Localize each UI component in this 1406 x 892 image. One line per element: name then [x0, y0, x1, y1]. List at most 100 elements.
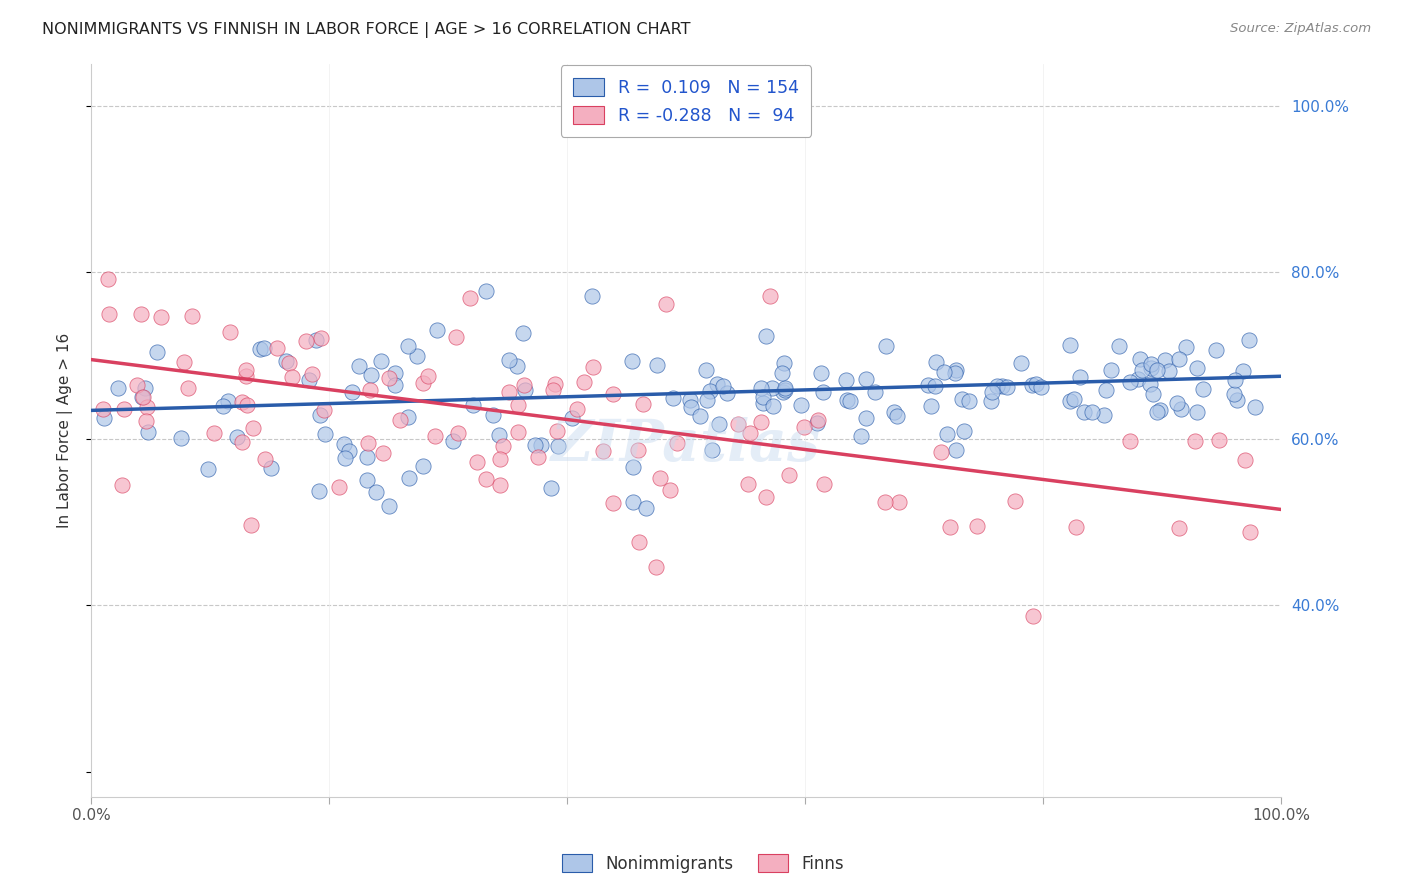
Point: [107, 381, 129, 395]
Point: [412, 459, 434, 474]
Point: [1185, 360, 1208, 375]
Point: [659, 483, 682, 498]
Point: [378, 500, 401, 514]
Point: [91, 402, 114, 417]
Point: [309, 330, 332, 344]
Point: [513, 384, 536, 398]
Point: [1243, 400, 1265, 414]
Point: [314, 427, 336, 442]
Legend: Nonimmigrants, Finns: Nonimmigrants, Finns: [555, 847, 851, 880]
Point: [813, 385, 835, 400]
Point: [527, 450, 550, 464]
Point: [751, 396, 773, 410]
Point: [305, 333, 328, 347]
Point: [1059, 338, 1081, 352]
Point: [235, 368, 257, 383]
Point: [1159, 364, 1181, 378]
Point: [512, 326, 534, 341]
Point: [1192, 382, 1215, 396]
Point: [1073, 405, 1095, 419]
Point: [149, 310, 172, 325]
Text: Source: ZipAtlas.com: Source: ZipAtlas.com: [1230, 22, 1371, 36]
Point: [301, 368, 323, 382]
Point: [211, 399, 233, 413]
Point: [239, 517, 262, 532]
Point: [602, 387, 624, 401]
Point: [627, 535, 650, 549]
Point: [513, 378, 536, 392]
Point: [807, 413, 830, 427]
Point: [755, 329, 778, 343]
Point: [294, 334, 316, 348]
Point: [1140, 357, 1163, 371]
Point: [929, 445, 952, 459]
Point: [197, 462, 219, 476]
Point: [242, 421, 264, 435]
Point: [278, 356, 301, 370]
Point: [762, 399, 785, 413]
Point: [1021, 378, 1043, 392]
Point: [957, 393, 980, 408]
Point: [475, 472, 498, 486]
Point: [627, 442, 650, 457]
Point: [995, 380, 1018, 394]
Point: [711, 379, 734, 393]
Point: [1149, 403, 1171, 417]
Point: [333, 436, 356, 450]
Point: [1184, 434, 1206, 449]
Point: [1239, 524, 1261, 539]
Point: [699, 384, 721, 398]
Point: [136, 401, 159, 415]
Point: [135, 414, 157, 428]
Point: [1022, 609, 1045, 624]
Point: [943, 366, 966, 380]
Point: [378, 370, 401, 384]
Point: [530, 438, 553, 452]
Point: [738, 425, 761, 440]
Point: [1081, 405, 1104, 419]
Point: [356, 435, 378, 450]
Point: [752, 390, 775, 404]
Point: [359, 383, 381, 397]
Point: [1166, 395, 1188, 409]
Point: [980, 393, 1002, 408]
Point: [707, 417, 730, 431]
Point: [1146, 405, 1168, 419]
Point: [371, 446, 394, 460]
Point: [1237, 333, 1260, 347]
Point: [650, 471, 672, 485]
Point: [565, 402, 588, 417]
Point: [127, 378, 149, 392]
Point: [666, 436, 689, 450]
Point: [314, 403, 336, 417]
Point: [755, 490, 778, 504]
Point: [835, 373, 858, 387]
Point: [488, 478, 510, 492]
Point: [416, 369, 439, 384]
Point: [855, 372, 877, 386]
Point: [806, 416, 828, 430]
Point: [546, 424, 568, 438]
Point: [204, 426, 226, 441]
Point: [865, 385, 887, 400]
Point: [602, 495, 624, 509]
Point: [1174, 340, 1197, 354]
Y-axis label: In Labor Force | Age > 16: In Labor Force | Age > 16: [58, 333, 73, 528]
Point: [396, 339, 419, 353]
Point: [751, 415, 773, 429]
Point: [482, 409, 505, 423]
Point: [1225, 373, 1247, 387]
Point: [231, 395, 253, 409]
Point: [761, 381, 783, 395]
Point: [945, 442, 967, 457]
Point: [1222, 387, 1244, 401]
Point: [396, 410, 419, 425]
Point: [1029, 380, 1052, 394]
Point: [662, 391, 685, 405]
Point: [111, 478, 134, 492]
Point: [773, 383, 796, 397]
Point: [813, 477, 835, 491]
Point: [276, 353, 298, 368]
Point: [360, 368, 382, 382]
Point: [1232, 364, 1254, 378]
